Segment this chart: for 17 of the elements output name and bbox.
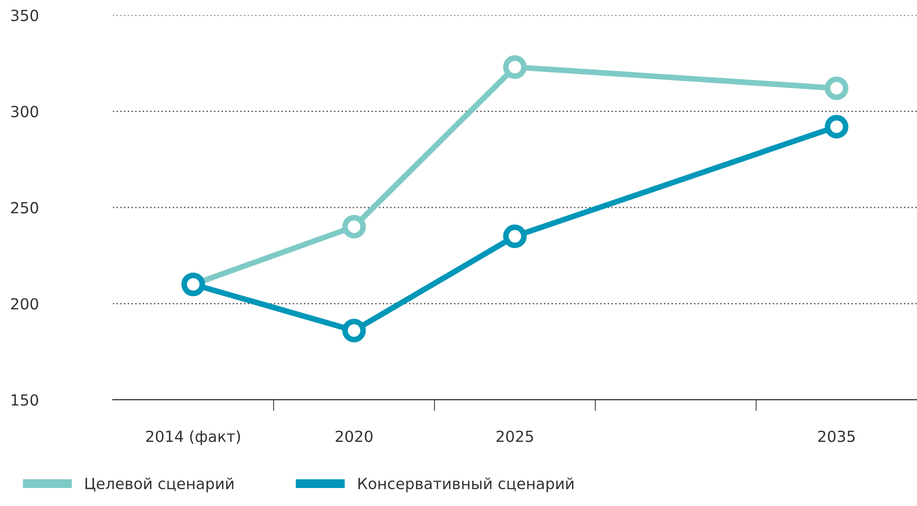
legend-label: Консервативный сценарий [358, 478, 574, 492]
point [342, 214, 366, 238]
point [342, 318, 366, 342]
x-tick-label: 2025 [496, 430, 533, 442]
legend-label: Целевой сценарий [86, 478, 234, 492]
y-tick-label: 250 [11, 202, 38, 214]
point [824, 114, 848, 139]
x-tick-label: 2035 [818, 430, 855, 442]
point [503, 55, 527, 79]
x-tick-label: 2020 [336, 430, 372, 442]
y-tick-label: 150 [12, 394, 38, 406]
point [824, 76, 848, 100]
y-tick-label: 200 [11, 298, 38, 310]
y-tick-label: 300 [11, 106, 38, 118]
y-tick-label: 350 [11, 10, 38, 22]
point [503, 224, 527, 248]
x-tick-label: 2014 (факт) [146, 430, 240, 446]
